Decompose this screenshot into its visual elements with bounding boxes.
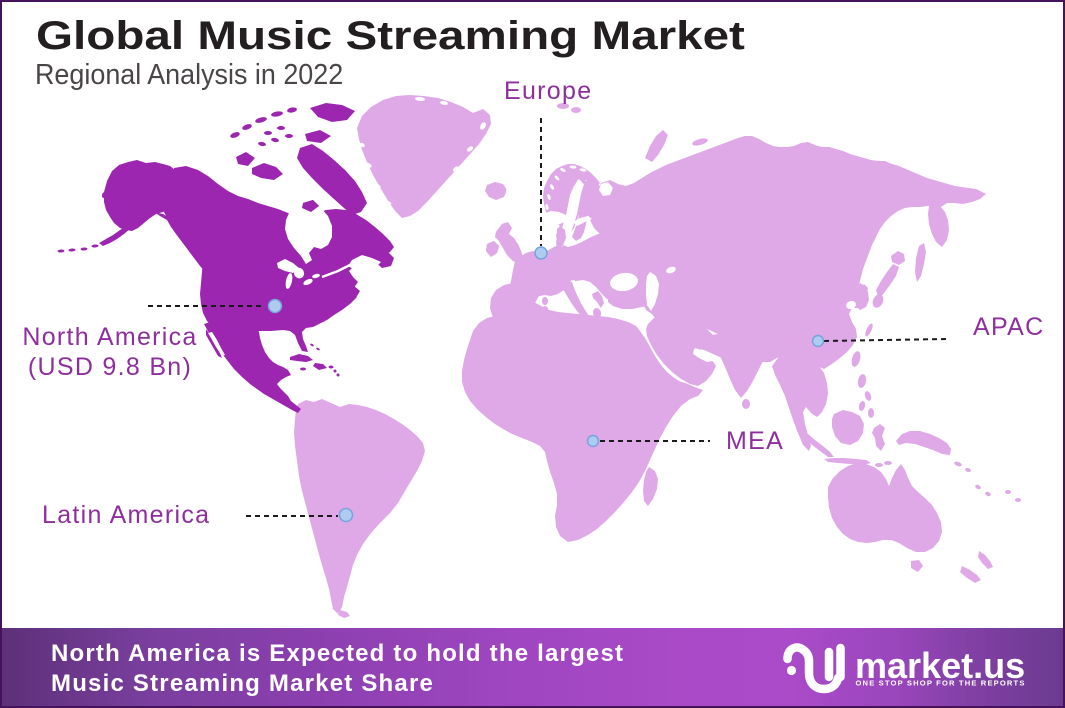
svg-text:market.us: market.us <box>855 645 1025 686</box>
svg-text:ONE STOP SHOP FOR THE REPORTS: ONE STOP SHOP FOR THE REPORTS <box>856 679 1026 688</box>
